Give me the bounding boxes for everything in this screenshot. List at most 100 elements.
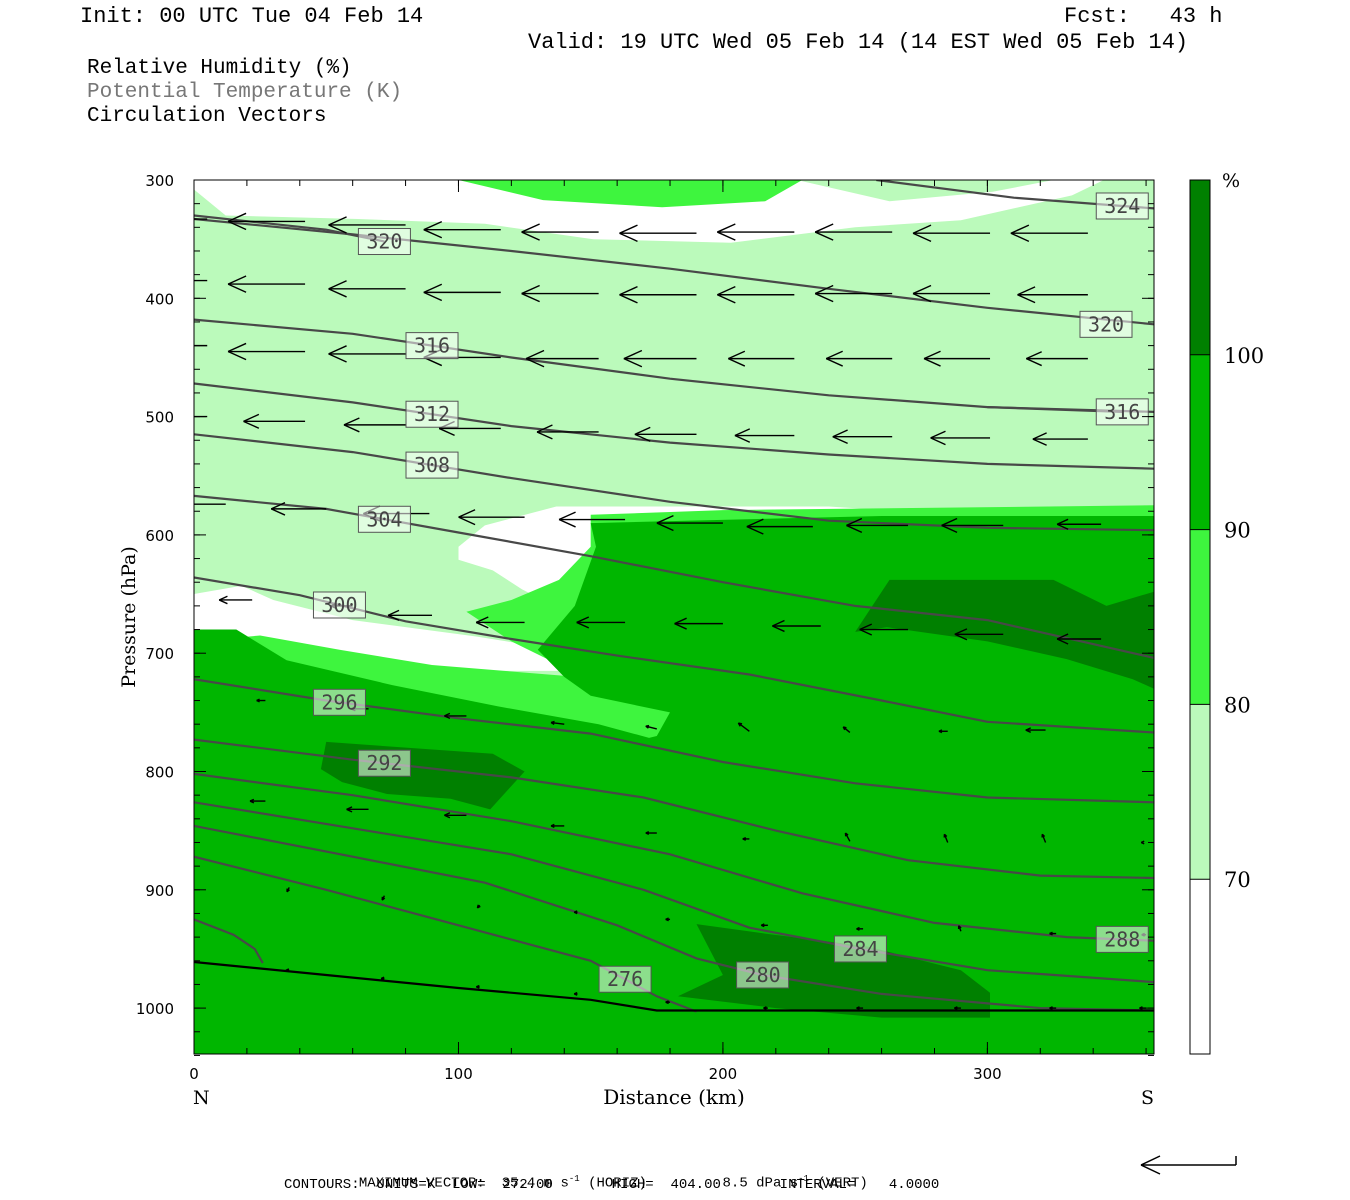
vector-63	[550, 720, 565, 726]
vector-95	[763, 1006, 768, 1011]
footer-contours: CONTOURS: UNITS=K LOW= 272.00 HIGH= 404.…	[284, 1177, 940, 1193]
reference-vector	[1140, 1155, 1237, 1175]
colorbar-unit: %	[1222, 170, 1240, 192]
contour-label-text: 276	[607, 967, 643, 991]
contour-label-text: 316	[414, 334, 450, 358]
contour-label-text: 320	[366, 230, 402, 254]
contour-label-text: 284	[842, 937, 878, 961]
vector-49	[1056, 518, 1102, 530]
vector-18	[912, 284, 991, 303]
colorbar-label-90: 90	[1224, 519, 1251, 543]
vector-50	[218, 595, 253, 605]
contour-label-292-10: 292	[357, 749, 411, 777]
contour-label-text: 280	[745, 963, 781, 987]
vector-87	[1049, 931, 1057, 936]
vector-83	[665, 917, 671, 922]
theta-contour-312-5	[194, 382, 1154, 470]
colorbar-label-100: 100	[1224, 344, 1264, 368]
y-tick-label-600: 600	[145, 527, 174, 545]
vector-59	[1056, 633, 1102, 645]
vector-94	[665, 1000, 671, 1005]
field-rh-label: Relative Humidity (%)	[87, 57, 352, 80]
contour-label-308-6: 308	[405, 451, 459, 479]
vector-67	[938, 729, 948, 734]
vector-14	[521, 284, 599, 303]
y-tick-label-400: 400	[145, 290, 174, 308]
colorbar-segment-4	[1190, 879, 1210, 1054]
y-tick-label-900: 900	[145, 882, 174, 900]
vector-69	[249, 798, 266, 804]
vector-47	[846, 517, 909, 534]
vector-57	[859, 623, 909, 636]
vector-44	[558, 511, 626, 528]
theta-contour-304-7	[194, 494, 1154, 659]
theta-contour-unlabeled-15	[194, 918, 264, 964]
vector-96	[856, 1006, 864, 1011]
y-tick-label-1000: 1000	[136, 1000, 174, 1018]
contour-label-text: 300	[321, 593, 357, 617]
axes: 0 100 200 300 300 400 500 600 700 800 900 1000	[136, 172, 1154, 1083]
vector-6	[717, 223, 795, 241]
vector-66	[842, 726, 851, 733]
contour-labels: 324 320 320 316 316 312 308 304 300 296 292 288 284 2…	[312, 192, 1149, 993]
contour-label-text: 288	[1104, 927, 1140, 951]
valid-time: Valid: 19 UTC Wed 05 Feb 14 (14 EST Wed …	[528, 30, 1189, 55]
forecast-hour: Fcst: 43 h	[1064, 4, 1223, 29]
vector-64	[645, 724, 657, 730]
colorbar-label-80: 80	[1224, 693, 1251, 717]
vector-27	[825, 350, 893, 367]
rh-region-100-4	[855, 579, 1154, 689]
vector-31	[243, 413, 306, 429]
vector-62	[444, 712, 467, 720]
max-vector-vert: 8.5 dPa s	[722, 1175, 799, 1192]
theta-contour-280-13	[194, 824, 1154, 1012]
x-tick-label-0: 0	[189, 1065, 199, 1083]
vector-37	[832, 429, 893, 445]
y-axis-title: Pressure (hPa)	[118, 546, 140, 688]
init-time: Init: 00 UTC Tue 04 Feb 14	[80, 4, 424, 29]
colorbar-segment-1	[1190, 354, 1210, 530]
vector-85	[856, 926, 864, 931]
vector-26	[728, 350, 795, 367]
vector-5	[619, 224, 697, 242]
field-vectors-label: Circulation Vectors	[87, 105, 327, 128]
vector-28	[923, 350, 991, 367]
contour-label-300-8: 300	[312, 591, 366, 619]
contour-label-320-2: 320	[357, 228, 411, 256]
vector-21	[227, 342, 306, 361]
vector-29	[1025, 351, 1088, 367]
vector-16	[717, 286, 795, 304]
x-axis-left-label: N	[193, 1087, 210, 1109]
vector-39	[1032, 432, 1088, 446]
vector-9	[1010, 224, 1088, 242]
vector-74	[742, 836, 750, 841]
contour-label-312-5: 312	[405, 400, 459, 428]
colorbar-segment-3	[1190, 704, 1210, 880]
x-tick-label-100: 100	[444, 1065, 473, 1083]
vector-43	[458, 509, 525, 526]
contour-label-text: 312	[414, 402, 450, 426]
contour-label-304-7: 304	[357, 505, 411, 533]
vert-exp: -1	[798, 1174, 809, 1184]
theta-contour-288-11	[194, 772, 1154, 942]
contour-label-316-3: 316	[405, 332, 459, 360]
vector-15	[619, 286, 697, 304]
vector-79	[286, 887, 290, 893]
colorbar-label-70: 70	[1224, 868, 1251, 892]
vector-25	[623, 349, 697, 368]
x-tick-label-300: 300	[973, 1065, 1002, 1083]
vector-17	[814, 284, 893, 303]
vector-36	[734, 428, 795, 443]
colorbar: 100 90 80 70	[1189, 179, 1264, 1055]
theta-contour-284-12	[194, 801, 1154, 984]
vector-56	[772, 619, 821, 633]
rh-region-100-6	[678, 924, 990, 1018]
rh-region-80-1	[458, 180, 803, 208]
vector-70	[346, 806, 369, 813]
contour-label-288-11: 288	[1095, 925, 1149, 953]
vector-72	[550, 823, 565, 829]
vector-98	[1049, 1006, 1057, 1011]
x-axis-title: Distance (km)	[603, 1085, 745, 1109]
vector-19	[1017, 286, 1088, 304]
vector-48	[941, 517, 1004, 534]
